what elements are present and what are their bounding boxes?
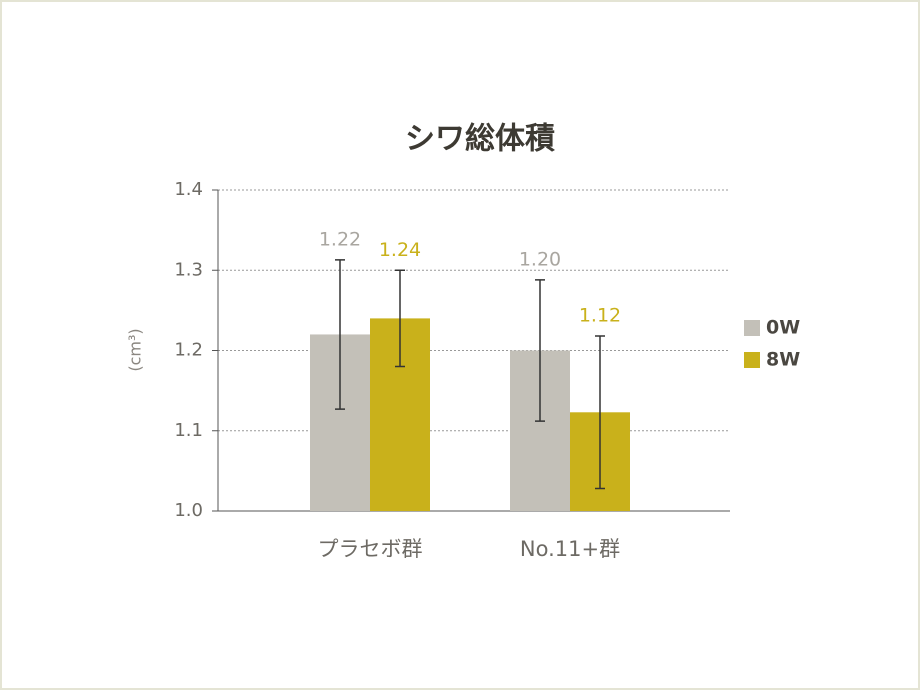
y-tick-label: 1.2 — [174, 340, 203, 361]
y-tick-label: 1.4 — [174, 179, 203, 200]
y-tick-label: 1.1 — [174, 420, 203, 441]
legend-label: 8W — [766, 349, 800, 371]
y-axis-label: (cm³) — [126, 328, 145, 371]
x-tick-label: プラセボ群 — [318, 537, 423, 561]
value-label: 1.22 — [319, 228, 361, 250]
value-label: 1.24 — [379, 239, 421, 261]
legend-swatch — [744, 352, 760, 368]
error-bar — [595, 335, 605, 490]
y-tick-label: 1.0 — [174, 500, 203, 521]
error-bar — [395, 269, 405, 368]
chart-title: シワ総体積 — [405, 122, 555, 157]
legend-swatch — [744, 320, 760, 336]
error-bar — [335, 259, 345, 410]
legend-label: 0W — [766, 317, 800, 339]
value-label: 1.12 — [579, 305, 621, 327]
y-tick-label: 1.3 — [174, 259, 203, 280]
x-tick-label: No.11+群 — [520, 537, 620, 561]
error-bar — [535, 279, 545, 422]
value-label: 1.20 — [519, 248, 561, 270]
